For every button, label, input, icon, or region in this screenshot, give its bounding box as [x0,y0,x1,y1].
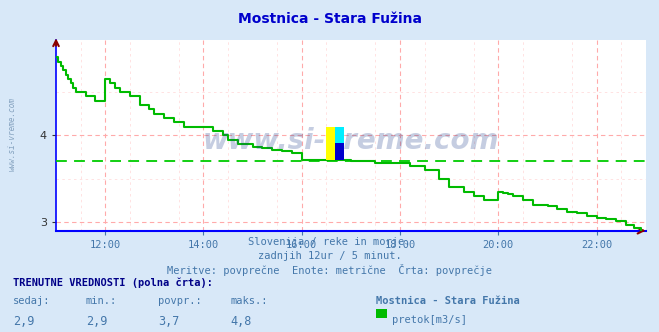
Text: www.si-vreme.com: www.si-vreme.com [203,127,499,155]
Text: 4,8: 4,8 [231,315,252,328]
Text: Meritve: povprečne  Enote: metrične  Črta: povprečje: Meritve: povprečne Enote: metrične Črta:… [167,264,492,276]
Text: 2,9: 2,9 [86,315,107,328]
Text: Slovenija / reke in morje.: Slovenija / reke in morje. [248,237,411,247]
Text: pretok[m3/s]: pretok[m3/s] [392,315,467,325]
Text: zadnjih 12ur / 5 minut.: zadnjih 12ur / 5 minut. [258,251,401,261]
Text: min.:: min.: [86,296,117,306]
Text: maks.:: maks.: [231,296,268,306]
Text: povpr.:: povpr.: [158,296,202,306]
Text: 3,7: 3,7 [158,315,179,328]
Text: Mostnica - Stara Fužina: Mostnica - Stara Fužina [237,12,422,26]
Bar [326,126,335,160]
Text: 2,9: 2,9 [13,315,34,328]
Bar [335,143,343,160]
Text: www.si-vreme.com: www.si-vreme.com [8,98,17,171]
Text: sedaj:: sedaj: [13,296,51,306]
Bar [335,126,343,143]
Text: TRENUTNE VREDNOSTI (polna črta):: TRENUTNE VREDNOSTI (polna črta): [13,277,213,288]
Text: Mostnica - Stara Fužina: Mostnica - Stara Fužina [376,296,519,306]
